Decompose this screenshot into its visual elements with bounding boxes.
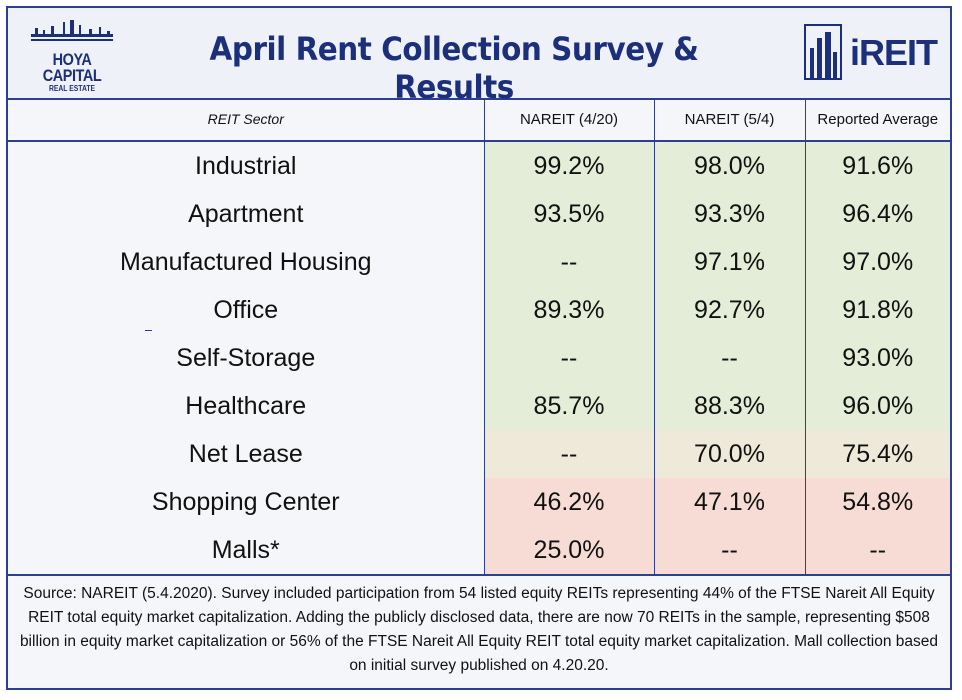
building-icon [804, 24, 842, 80]
table-row: Net Lease -- 70.0% 75.4% [8, 430, 950, 478]
table-row: Shopping Center 46.2% 47.1% 54.8% [8, 478, 950, 526]
sector-cell: Net Lease [8, 430, 485, 478]
nareit-4-20-cell: 46.2% [484, 478, 655, 526]
nareit-5-4-cell: 92.7% [654, 286, 806, 334]
nareit-5-4-cell: 47.1% [654, 478, 806, 526]
reported-average-cell: 91.8% [805, 286, 950, 334]
reported-average-cell: 96.0% [805, 382, 950, 430]
table-row: Apartment 93.5% 93.3% 96.4% [8, 190, 950, 238]
column-header-nareit-4-20: NAREIT (4/20) [484, 98, 655, 142]
nareit-4-20-cell: -- [484, 238, 655, 286]
sector-cell: Malls* [8, 526, 485, 576]
ireit-logo-text: iREIT [850, 32, 938, 73]
nareit-5-4-cell: 98.0% [654, 141, 806, 190]
skyline-icon [31, 20, 113, 41]
page-title: April Rent Collection Survey & Results [209, 30, 699, 106]
source-note: Source: NAREIT (5.4.2020). Survey includ… [19, 585, 939, 674]
nareit-4-20-cell: -- [484, 430, 655, 478]
nareit-5-4-cell: 70.0% [654, 430, 806, 478]
header-bar: HOYA CAPITAL REAL ESTATE April Rent Coll… [8, 8, 950, 106]
nareit-4-20-cell: 25.0% [484, 526, 655, 576]
stray-dash-mark [145, 330, 152, 331]
table-row: Office 89.3% 92.7% 91.8% [8, 286, 950, 334]
sector-cell: Office [8, 286, 485, 334]
hoya-logo-sub: REAL ESTATE [48, 84, 96, 93]
reported-average-cell: 91.6% [805, 141, 950, 190]
sector-cell: Apartment [8, 190, 485, 238]
sector-cell: Healthcare [8, 382, 485, 430]
nareit-4-20-cell: 93.5% [484, 190, 655, 238]
nareit-4-20-cell: 89.3% [484, 286, 655, 334]
column-header-nareit-5-4: NAREIT (5/4) [654, 98, 806, 142]
reported-average-cell: 96.4% [805, 190, 950, 238]
hoya-logo-name: HOYA CAPITAL [42, 50, 102, 85]
sector-cell: Industrial [8, 141, 485, 190]
survey-panel: HOYA CAPITAL REAL ESTATE April Rent Coll… [6, 6, 952, 690]
reported-average-cell: 54.8% [805, 478, 950, 526]
nareit-4-20-cell: -- [484, 334, 655, 382]
column-header-sector: REIT Sector [8, 98, 485, 142]
rent-collection-table: REIT Sector NAREIT (4/20) NAREIT (5/4) R… [8, 98, 950, 576]
table-row: Self-Storage -- -- 93.0% [8, 334, 950, 382]
nareit-5-4-cell: 88.3% [654, 382, 806, 430]
nareit-5-4-cell: -- [654, 334, 806, 382]
nareit-4-20-cell: 99.2% [484, 141, 655, 190]
reported-average-cell: 97.0% [805, 238, 950, 286]
nareit-5-4-cell: 93.3% [654, 190, 806, 238]
table-row: Industrial 99.2% 98.0% 91.6% [8, 141, 950, 190]
reported-average-cell: 93.0% [805, 334, 950, 382]
table-row: Malls* 25.0% -- -- [8, 526, 950, 576]
sector-cell: Shopping Center [8, 478, 485, 526]
ireit-logo: iREIT [802, 22, 938, 84]
table-row: Manufactured Housing -- 97.1% 97.0% [8, 238, 950, 286]
sector-cell: Manufactured Housing [8, 238, 485, 286]
reported-average-cell: -- [805, 526, 950, 576]
table-header-row: REIT Sector NAREIT (4/20) NAREIT (5/4) R… [8, 98, 950, 142]
sector-cell: Self-Storage [8, 334, 485, 382]
reported-average-cell: 75.4% [805, 430, 950, 478]
nareit-5-4-cell: 97.1% [654, 238, 806, 286]
hoya-capital-logo: HOYA CAPITAL REAL ESTATE [26, 20, 118, 93]
column-header-reported-average: Reported Average [805, 98, 950, 142]
table-row: Healthcare 85.7% 88.3% 96.0% [8, 382, 950, 430]
nareit-5-4-cell: -- [654, 526, 806, 576]
nareit-4-20-cell: 85.7% [484, 382, 655, 430]
